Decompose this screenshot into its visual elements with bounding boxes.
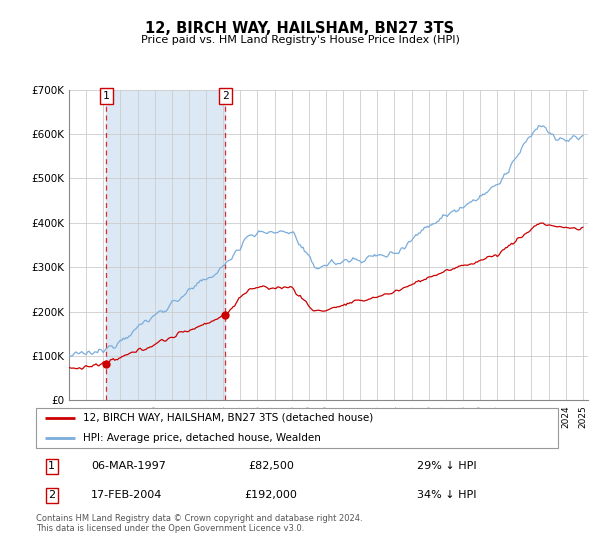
Text: 1: 1 <box>48 461 55 471</box>
Text: 12, BIRCH WAY, HAILSHAM, BN27 3TS (detached house): 12, BIRCH WAY, HAILSHAM, BN27 3TS (detac… <box>83 413 373 423</box>
Text: 17-FEB-2004: 17-FEB-2004 <box>91 491 162 501</box>
Text: 2: 2 <box>222 91 229 101</box>
Text: £82,500: £82,500 <box>248 461 294 471</box>
Text: 2: 2 <box>48 491 55 501</box>
Text: HPI: Average price, detached house, Wealden: HPI: Average price, detached house, Weal… <box>83 432 321 442</box>
Text: 06-MAR-1997: 06-MAR-1997 <box>91 461 166 471</box>
Text: Contains HM Land Registry data © Crown copyright and database right 2024.
This d: Contains HM Land Registry data © Crown c… <box>36 514 362 534</box>
Text: 29% ↓ HPI: 29% ↓ HPI <box>417 461 476 471</box>
Text: 12, BIRCH WAY, HAILSHAM, BN27 3TS: 12, BIRCH WAY, HAILSHAM, BN27 3TS <box>145 21 455 36</box>
Text: 34% ↓ HPI: 34% ↓ HPI <box>417 491 476 501</box>
Text: 1: 1 <box>103 91 110 101</box>
Text: Price paid vs. HM Land Registry's House Price Index (HPI): Price paid vs. HM Land Registry's House … <box>140 35 460 45</box>
Bar <box>106 90 226 400</box>
Text: £192,000: £192,000 <box>244 491 298 501</box>
